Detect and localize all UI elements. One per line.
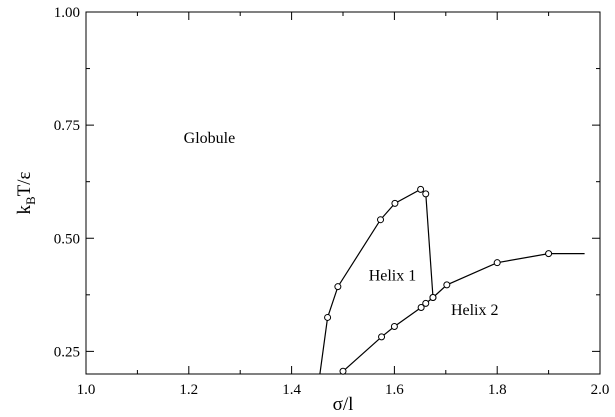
series-1-point	[417, 185, 425, 193]
y-tick-label: 0.25	[54, 344, 80, 360]
region-label: Helix 1	[369, 267, 417, 284]
series-1-point	[422, 190, 430, 198]
series-1-point	[377, 216, 385, 224]
y-tick-label: 1.00	[54, 5, 80, 21]
y-axis-title-subscript: B	[23, 196, 38, 205]
x-tick-label: 2.0	[591, 382, 610, 398]
series-2-point	[417, 303, 425, 311]
x-tick-label: 1.0	[77, 382, 96, 398]
series-2-point	[443, 281, 451, 289]
x-tick-label: 1.2	[179, 382, 198, 398]
series-2-point	[390, 322, 398, 330]
series-2-point	[493, 259, 501, 267]
y-tick-label: 0.75	[54, 118, 80, 134]
series-line-2	[342, 253, 585, 372]
series-2-point	[429, 294, 437, 302]
y-axis-title: kBT/ε	[14, 171, 38, 214]
x-axis-title: σ/l	[333, 394, 354, 415]
series-1-point	[334, 283, 342, 291]
series-layer	[319, 185, 585, 375]
y-axis-title-rest: T/ε	[14, 171, 35, 196]
series-1-point	[324, 313, 332, 321]
series-2-point	[339, 367, 347, 375]
region-label: Globule	[184, 130, 236, 147]
y-tick-label: 0.50	[54, 231, 80, 247]
region-label: Helix 2	[451, 302, 499, 319]
x-tick-label: 1.8	[488, 382, 507, 398]
x-tick-label: 1.6	[385, 382, 404, 398]
series-1-point	[391, 199, 399, 207]
series-2-point	[545, 250, 553, 258]
series-2-point	[378, 333, 386, 341]
series-2-point	[422, 299, 430, 307]
plot-frame	[85, 11, 601, 375]
axis-ticks: 1.0 1.2 1.4 1.6 1.8 2.0 0.25 0.50 0.75 1.00	[54, 5, 610, 398]
annotation-layer: Globule Helix 1 Helix 2	[184, 130, 499, 319]
x-tick-label: 1.4	[282, 382, 301, 398]
y-axis-title-k: k	[14, 205, 35, 215]
